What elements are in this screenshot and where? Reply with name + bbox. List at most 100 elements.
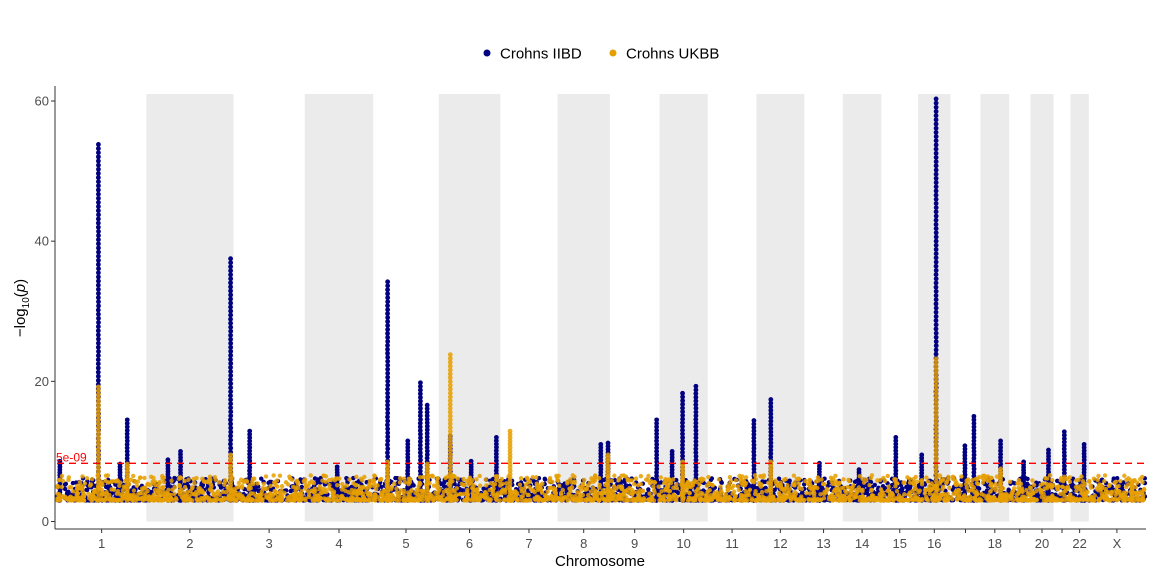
background-point [695, 493, 700, 498]
peak-point [96, 191, 101, 197]
peak-point [96, 241, 101, 247]
peak-point [1061, 436, 1067, 442]
background-point [570, 473, 575, 478]
background-point [619, 486, 625, 492]
peak-point [424, 438, 430, 443]
peak-point [693, 383, 699, 389]
chromosome-band [1030, 94, 1054, 522]
background-point [160, 476, 165, 481]
background-point [151, 475, 156, 481]
peak-point [228, 336, 234, 342]
background-point [255, 481, 260, 486]
peak-point [1061, 432, 1067, 438]
peak-point [405, 455, 411, 460]
background-point [136, 491, 141, 497]
peak-point [417, 428, 423, 433]
peak-point [933, 351, 939, 357]
peak-point [933, 163, 939, 169]
peak-point [385, 386, 390, 392]
background-point [577, 494, 583, 499]
peak-point [228, 381, 234, 387]
peak-point [933, 175, 939, 181]
peak-point [385, 327, 391, 332]
peak-point [385, 398, 390, 404]
background-point [315, 497, 320, 502]
peak-point [680, 438, 685, 444]
peak-point [385, 287, 390, 293]
chromosome-band [438, 94, 501, 522]
peak-point [971, 417, 977, 423]
peak-point [933, 343, 939, 349]
background-point [178, 475, 184, 481]
background-point [199, 496, 205, 501]
background-point [57, 492, 62, 497]
peak-point [96, 245, 101, 251]
background-point [421, 490, 426, 496]
background-point [121, 484, 127, 489]
background-point [569, 494, 575, 499]
peak-point [680, 450, 685, 455]
peak-point [424, 445, 430, 450]
background-point [81, 491, 86, 496]
peak-point [418, 406, 423, 411]
peak-point [96, 315, 101, 321]
peak-point [654, 420, 660, 426]
peak-point [693, 409, 699, 415]
peak-point [124, 427, 130, 433]
background-point [557, 483, 562, 488]
peak-point [228, 332, 233, 338]
background-point [477, 483, 483, 488]
background-point [65, 496, 71, 502]
background-point [157, 480, 162, 485]
background-point [666, 493, 671, 499]
background-point [259, 489, 265, 494]
background-point [555, 478, 561, 484]
peak-point [228, 348, 234, 354]
peak-point [693, 391, 699, 397]
background-point [68, 485, 74, 490]
peak-point [96, 257, 101, 263]
peak-point [971, 435, 977, 440]
peak-point [1061, 470, 1067, 476]
peak-point [654, 442, 660, 447]
background-point [157, 498, 162, 503]
background-point [306, 494, 311, 500]
background-point [59, 484, 65, 490]
background-point [244, 497, 250, 503]
peak-point [751, 435, 757, 441]
background-point [215, 489, 221, 494]
background-point [664, 487, 669, 492]
background-point [772, 487, 777, 493]
peak-point [385, 426, 391, 432]
background-point [186, 477, 191, 482]
background-point [629, 487, 635, 492]
peak-point [165, 457, 171, 463]
background-point [468, 480, 473, 485]
peak-point [605, 440, 611, 446]
peak-point [96, 212, 101, 218]
background-point [54, 496, 60, 502]
peak-point [95, 361, 101, 367]
background-point [538, 496, 543, 502]
background-point [109, 479, 115, 484]
peak-point [933, 347, 939, 353]
background-point [1025, 481, 1030, 486]
background-point [246, 487, 252, 492]
peak-point [96, 274, 101, 280]
background-point [167, 496, 172, 501]
background-point [259, 476, 264, 481]
background-point [697, 482, 702, 487]
background-point [62, 486, 68, 492]
background-point [520, 494, 525, 499]
peak-point [933, 326, 939, 332]
background-point [190, 491, 195, 497]
chromosome-bands [146, 94, 1089, 522]
peak-point [693, 453, 699, 459]
background-point [548, 485, 553, 491]
peak-point [417, 439, 423, 445]
peak-point [680, 409, 685, 415]
peak-point [933, 121, 939, 127]
peak-point [680, 394, 685, 400]
peak-point [385, 299, 391, 305]
background-point [283, 480, 289, 485]
